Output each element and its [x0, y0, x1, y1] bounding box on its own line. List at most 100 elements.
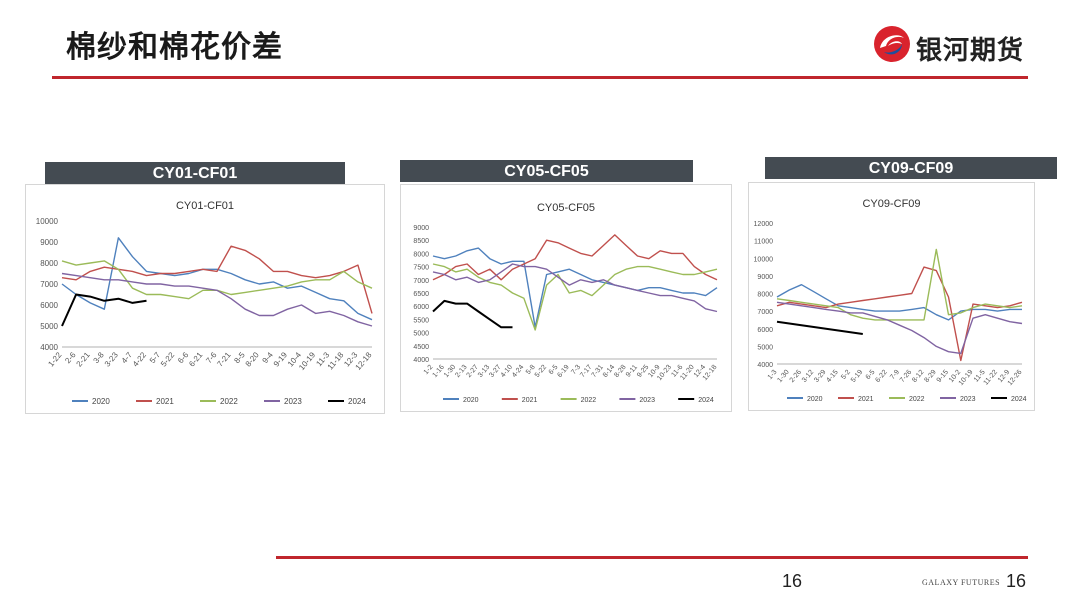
- x-tick-label: 7-9: [889, 369, 901, 381]
- legend-label: 2023: [639, 397, 655, 404]
- x-tick-label: 4-24: [511, 364, 525, 379]
- x-tick-label: 2-26: [789, 369, 803, 384]
- x-tick-label: 4-22: [131, 350, 149, 368]
- y-tick-label: 8500: [413, 238, 429, 245]
- y-tick-label: 4000: [413, 357, 429, 364]
- x-tick-label: 9-15: [936, 369, 950, 384]
- chart-title: CY01-CF01: [176, 200, 234, 212]
- x-tick-label: 1-22: [46, 350, 64, 368]
- y-tick-label: 6000: [757, 327, 773, 334]
- bottom-divider: [276, 556, 1028, 559]
- x-tick-label: 2-13: [454, 364, 468, 379]
- x-tick-label: 3-27: [488, 364, 502, 379]
- legend-label: 2024: [698, 397, 714, 404]
- x-tick-label: 3-12: [801, 369, 815, 384]
- legend-label: 2022: [220, 397, 238, 406]
- legend-label: 2022: [909, 396, 925, 403]
- panel-header-cy09: CY09-CF09: [765, 157, 1057, 179]
- y-tick-label: 8000: [757, 292, 773, 299]
- y-tick-label: 7000: [40, 280, 58, 289]
- chart-title: CY05-CF05: [537, 202, 595, 214]
- x-tick-label: 3-13: [477, 364, 491, 379]
- y-tick-label: 5000: [413, 331, 429, 338]
- y-tick-label: 6500: [413, 291, 429, 298]
- series-line-2021: [776, 266, 1023, 362]
- x-tick-label: 9-19: [272, 350, 290, 368]
- series-line-2023: [776, 301, 1023, 355]
- y-tick-label: 9000: [40, 238, 58, 247]
- x-tick-label: 6-19: [556, 364, 570, 379]
- x-tick-label: 2-21: [75, 350, 93, 368]
- series-line-2024: [432, 299, 513, 329]
- x-tick-label: 6-21: [187, 350, 205, 368]
- x-tick-label: 5-22: [534, 364, 548, 379]
- chart-cy05: CY05-CF05 4000 4500 5000 5500 6000 6500 7000 750…: [413, 202, 718, 404]
- x-tick-label: 6-22: [874, 369, 888, 384]
- y-tick-label: 6000: [413, 304, 429, 311]
- x-tick-label: 6-5: [548, 364, 560, 376]
- chart-title: CY09-CF09: [862, 198, 920, 210]
- y-tick-label: 7000: [757, 309, 773, 316]
- galaxy-futures-logo: 银河期货: [872, 24, 1032, 68]
- x-tick-label: 3-29: [813, 369, 827, 384]
- series-line-2023: [432, 263, 718, 313]
- top-divider: [52, 76, 1028, 79]
- y-tick-label: 4500: [413, 344, 429, 351]
- legend-label: 2024: [1011, 396, 1027, 403]
- x-tick-label: 5-2: [840, 369, 852, 381]
- x-tick-label: 12-18: [353, 350, 373, 372]
- series-line-2021: [432, 234, 718, 281]
- series-line-2020: [776, 284, 1022, 321]
- logo-mark-icon: [874, 26, 910, 62]
- y-tick-label: 10000: [36, 217, 59, 226]
- series-line-2024: [776, 320, 863, 335]
- x-tick-label: 1-30: [776, 369, 790, 384]
- page-title: 棉纱和棉花价差: [66, 30, 283, 65]
- x-tick-label: 1-3: [767, 369, 779, 381]
- y-tick-label: 12000: [754, 221, 774, 228]
- x-tick-label: 4-15: [825, 369, 839, 384]
- x-tick-label: 12-26: [1007, 369, 1024, 387]
- y-tick-label: 8000: [40, 259, 58, 268]
- x-tick-label: 9-25: [636, 364, 650, 379]
- y-tick-label: 5500: [413, 317, 429, 324]
- legend-label: 2021: [858, 396, 874, 403]
- y-tick-label: 11000: [754, 239, 773, 246]
- x-tick-label: 7-21: [215, 350, 233, 368]
- series-line-2024: [61, 293, 147, 327]
- x-tick-label: 3-23: [103, 350, 121, 368]
- chart-panel-cy09: CY09-CF09 4000 5000 6000 7000 8000 9000 10000 11…: [748, 182, 1035, 411]
- x-tick-label: 8-20: [244, 350, 262, 368]
- x-tick-label: 8-14: [602, 364, 616, 379]
- chart-panel-cy01: CY01-CF01 4000 5000 6000 7000 8000 9000 10000 1-…: [25, 184, 385, 414]
- chart-cy09: CY09-CF09 4000 5000 6000 7000 8000 9000 10000 11…: [754, 198, 1027, 403]
- x-tick-label: 11-22: [982, 369, 999, 387]
- legend-label: 2023: [960, 396, 976, 403]
- x-tick-label: 5-8: [525, 364, 537, 376]
- x-tick-label: 1-30: [443, 364, 457, 379]
- legend-label: 2021: [522, 397, 538, 404]
- legend-label: 2023: [284, 397, 302, 406]
- x-tick-label: 8-28: [613, 364, 627, 379]
- x-tick-label: 7-3: [570, 364, 582, 376]
- panel-header-cy05: CY05-CF05: [400, 160, 693, 182]
- chart-panel-cy05: CY05-CF05 4000 4500 5000 5500 6000 6500 7000 750…: [400, 184, 732, 412]
- x-tick-label: 7-17: [579, 364, 593, 379]
- y-tick-label: 9000: [413, 225, 429, 232]
- x-tick-label: 8-12: [911, 369, 925, 384]
- y-tick-label: 8000: [413, 251, 429, 258]
- series-line-2022: [432, 263, 718, 331]
- legend-label: 2020: [463, 397, 479, 404]
- y-tick-label: 4000: [40, 343, 58, 352]
- y-tick-label: 7000: [413, 278, 429, 285]
- x-tick-label: 1-2: [423, 364, 435, 376]
- x-tick-label: 1-16: [432, 364, 446, 379]
- x-tick-label: 10-19: [958, 369, 975, 387]
- legend-label: 2021: [156, 397, 174, 406]
- series-line-2021: [61, 245, 373, 314]
- logo-text: 银河期货: [916, 36, 1025, 66]
- y-tick-label: 9000: [757, 274, 773, 281]
- x-tick-label: 2-27: [466, 364, 480, 379]
- series-line-2020: [61, 237, 373, 321]
- x-tick-label: 5-19: [850, 369, 864, 384]
